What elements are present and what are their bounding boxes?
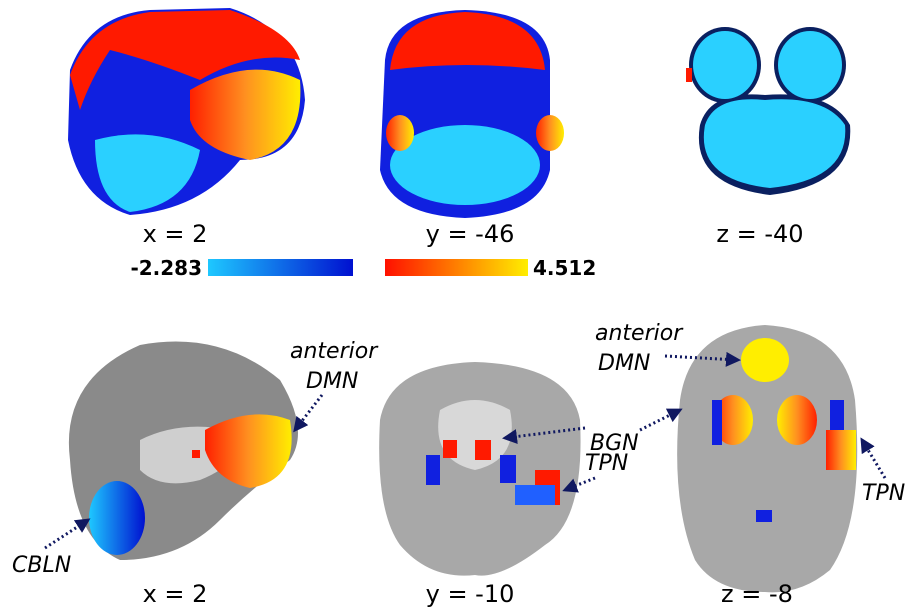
- top-coronal: [380, 10, 564, 218]
- slice-red: [686, 68, 692, 82]
- top-sagittal: [68, 8, 305, 215]
- figure: x = 2 y = -46 z = -40 -2.283 4.512 x = 2…: [0, 0, 921, 612]
- activation-hot: [741, 338, 789, 382]
- top-axial: [686, 27, 850, 195]
- activation-hot: [192, 450, 200, 458]
- activation-cool: [515, 485, 555, 505]
- annotation: TPN: [862, 481, 905, 506]
- arrow: [295, 395, 322, 430]
- slice-label: z = -8: [721, 580, 793, 608]
- annotation: TPN: [585, 451, 628, 476]
- slice-label: x = 2: [143, 220, 208, 248]
- annotation: anterior: [290, 339, 379, 364]
- activation-hot: [475, 440, 491, 460]
- colorbar-max: 4.512: [533, 256, 596, 280]
- activation-cool: [756, 510, 772, 522]
- slice-hot: [536, 115, 564, 151]
- slice-label: y = -10: [426, 580, 515, 608]
- bottom-coronal: [379, 362, 580, 576]
- colorbar-min: -2.283: [130, 256, 202, 280]
- activation-hot: [826, 430, 856, 470]
- colorbar-negative: [208, 259, 353, 276]
- activation-hot: [777, 395, 817, 445]
- bottom-sagittal: [69, 342, 298, 560]
- arrow: [862, 440, 885, 478]
- slice-cyan: [778, 31, 842, 99]
- activation-cool: [89, 481, 145, 555]
- slice-cyan: [693, 31, 757, 99]
- activation-hot: [443, 440, 457, 458]
- slice-label: y = -46: [426, 220, 515, 248]
- activation-cool: [426, 455, 440, 485]
- slice-hot: [386, 115, 414, 151]
- annotation: DMN: [598, 351, 650, 376]
- annotation: DMN: [306, 369, 358, 394]
- annotation: CBLN: [12, 553, 71, 578]
- arrow: [640, 410, 680, 430]
- brain-slice: [379, 362, 580, 576]
- arrow: [45, 520, 88, 548]
- bottom-axial: [677, 325, 857, 592]
- activation-cool: [500, 455, 516, 483]
- annotation: anterior: [595, 321, 684, 346]
- slice-label: z = -40: [716, 220, 803, 248]
- slice-label: x = 2: [143, 580, 208, 608]
- colorbar-positive: [385, 259, 528, 276]
- activation-cool: [712, 400, 722, 445]
